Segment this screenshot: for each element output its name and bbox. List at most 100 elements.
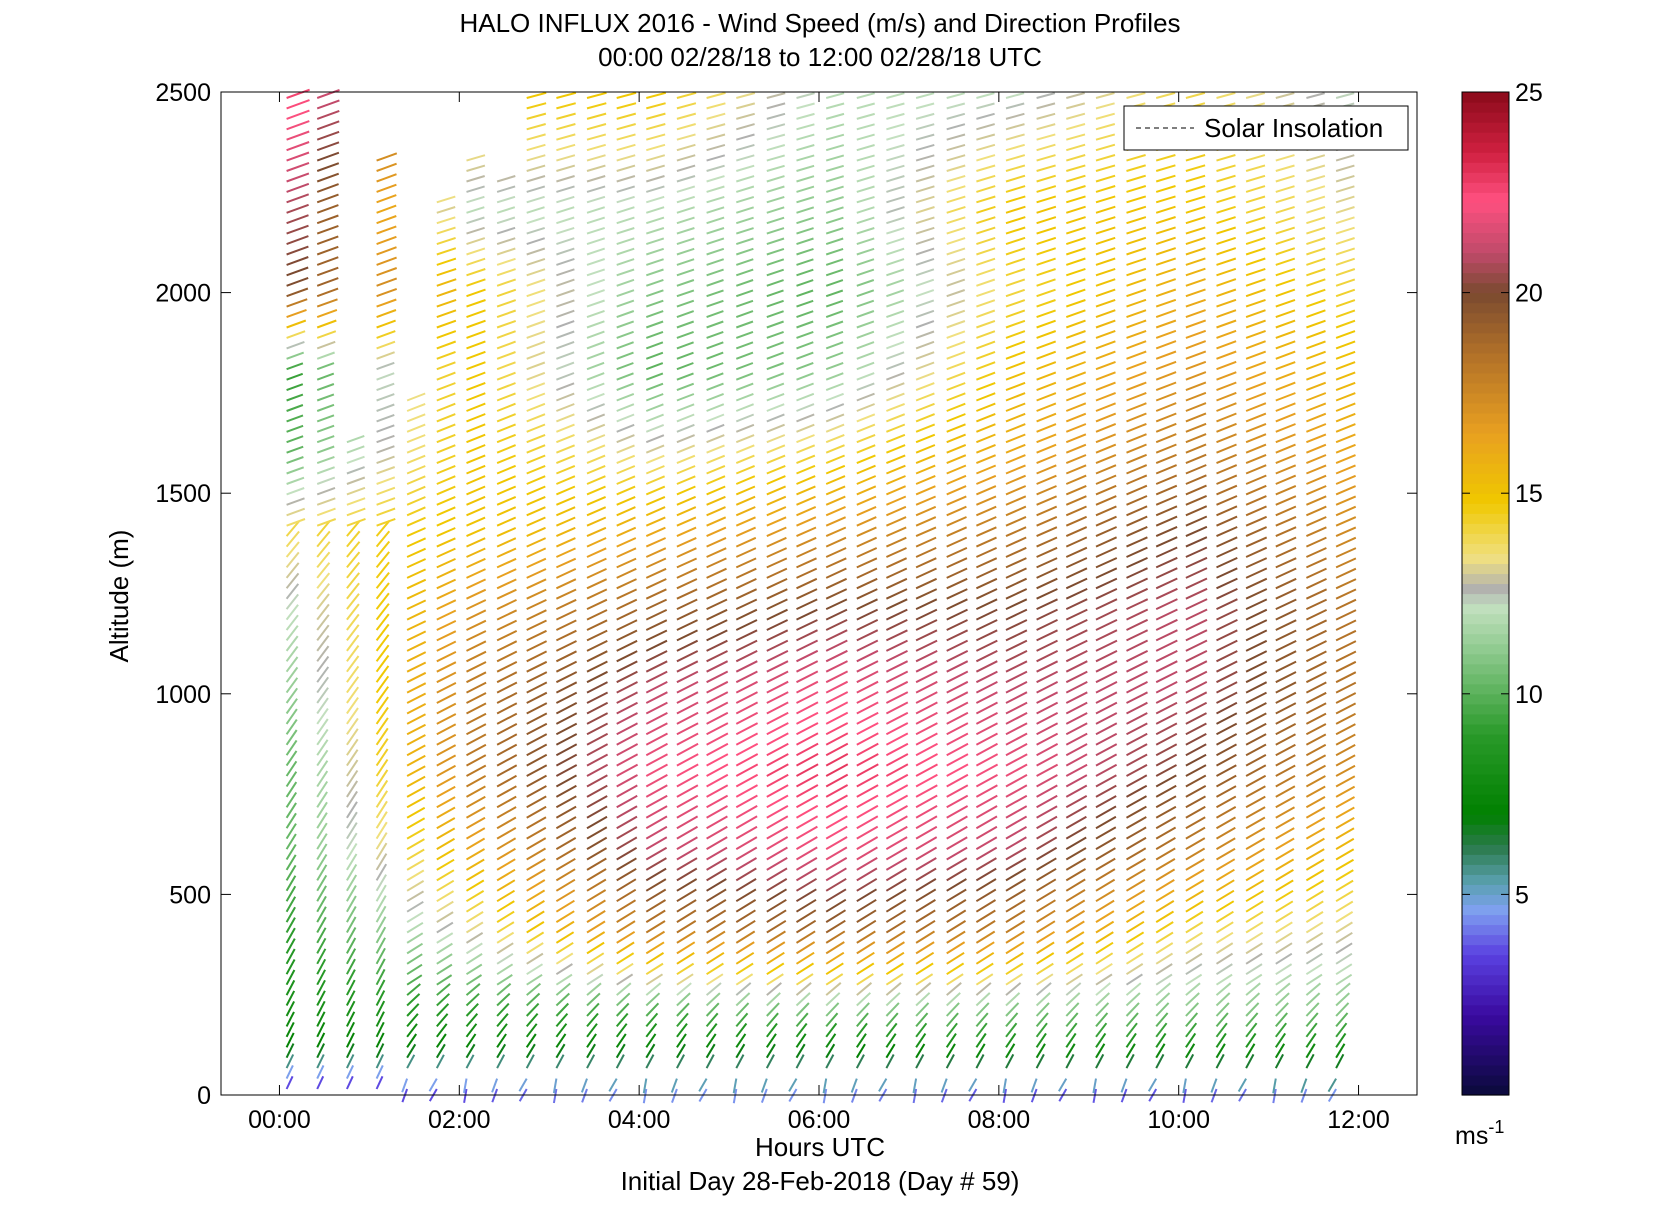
wind-arrow [586, 392, 605, 402]
wind-arrow [1095, 505, 1117, 517]
wind-arrow [796, 516, 817, 527]
wind-arrow [526, 847, 547, 861]
wind-arrow [1155, 1032, 1167, 1048]
wind-arrow [886, 340, 905, 350]
wind-arrow [466, 257, 486, 266]
wind-arrow [825, 341, 844, 350]
wind-arrow [526, 257, 546, 266]
wind-arrow [1092, 1088, 1097, 1103]
wind-arrow [316, 749, 329, 767]
wind-arrow [586, 475, 606, 485]
wind-arrow [1065, 226, 1086, 235]
wind-arrow [975, 794, 998, 809]
wind-arrow [616, 805, 638, 819]
wind-arrow [316, 833, 328, 850]
wind-arrow [1245, 1002, 1260, 1017]
wind-arrow [1275, 1012, 1288, 1028]
wind-arrow [706, 660, 729, 673]
wind-arrow [555, 526, 576, 538]
wind-arrow [496, 278, 517, 287]
wind-arrow [946, 237, 966, 246]
wind-arrow [555, 868, 576, 882]
wind-arrow [796, 382, 814, 392]
wind-arrow [645, 434, 665, 444]
wind-arrow [316, 603, 330, 621]
wind-arrow [1005, 392, 1026, 402]
wind-arrow [946, 495, 967, 506]
wind-arrow [1005, 92, 1025, 99]
wind-arrow [645, 952, 665, 965]
wind-arrow [766, 982, 782, 996]
wind-arrow [856, 351, 875, 360]
colorbar-swatch [1462, 443, 1509, 454]
wind-arrow [975, 577, 998, 590]
wind-arrow [796, 577, 818, 590]
wind-arrow [375, 706, 389, 725]
wind-arrow [286, 235, 309, 246]
wind-arrow [316, 916, 327, 933]
wind-arrow [976, 216, 996, 225]
wind-arrow [375, 1032, 385, 1048]
wind-arrow [670, 1078, 678, 1093]
wind-arrow [375, 1054, 385, 1069]
wind-arrow [406, 671, 427, 684]
wind-arrow [1005, 143, 1025, 152]
wind-arrow [346, 832, 358, 850]
wind-arrow [706, 962, 724, 976]
wind-arrow [915, 454, 936, 465]
wind-arrow [1335, 1043, 1346, 1059]
wind-arrow [1155, 826, 1177, 840]
wind-arrow [645, 763, 668, 777]
wind-arrow [1126, 712, 1148, 725]
wind-arrow [376, 319, 396, 329]
wind-arrow [556, 475, 576, 485]
wind-arrow [915, 919, 936, 934]
wind-arrow [1155, 992, 1171, 1007]
x-axis-ticks: 00:00 02:00 04:00 06:00 08:00 10:00 12:00 [248, 92, 1390, 1134]
wind-arrow [1185, 525, 1208, 538]
wind-arrow [706, 670, 729, 684]
wind-arrow [375, 821, 388, 840]
wind-arrow [766, 175, 785, 183]
wind-arrow [406, 817, 426, 830]
wind-arrow [375, 738, 389, 756]
wind-arrow [1185, 712, 1207, 725]
wind-arrow [645, 393, 664, 402]
wind-arrow [1095, 92, 1115, 99]
wind-arrow [795, 909, 817, 923]
wind-arrow [465, 932, 484, 944]
wind-arrow [1065, 941, 1085, 955]
wind-arrow [316, 969, 326, 986]
wind-arrow [1005, 763, 1028, 777]
colorbar-swatch [1462, 1034, 1509, 1046]
wind-arrow [645, 784, 668, 798]
wind-arrow [346, 593, 360, 610]
wind-arrow [1126, 185, 1147, 193]
wind-arrow [1275, 775, 1296, 788]
wind-arrow [1245, 921, 1264, 934]
wind-arrow [1305, 869, 1325, 882]
wind-arrow [496, 795, 517, 809]
wind-arrow [975, 608, 998, 621]
wind-arrow [406, 703, 427, 715]
wind-arrow [885, 753, 909, 767]
wind-arrow [1275, 205, 1295, 214]
wind-arrow [766, 413, 785, 423]
wind-arrow [316, 801, 328, 819]
wind-arrow [346, 624, 360, 642]
wind-arrow [885, 577, 908, 590]
wind-arrow [1305, 619, 1328, 631]
wind-arrow [555, 691, 578, 704]
wind-arrow [1215, 921, 1234, 934]
wind-arrow [1155, 660, 1178, 673]
wind-arrow [1216, 733, 1238, 746]
wind-arrow [796, 526, 817, 538]
wind-arrow [706, 495, 726, 506]
wind-arrow [766, 973, 784, 986]
wind-arrow [608, 1078, 618, 1092]
wind-arrow [825, 763, 849, 777]
wind-arrow [436, 911, 454, 923]
wind-arrow [526, 691, 548, 704]
wind-arrow [556, 91, 577, 99]
wind-arrow [615, 1023, 628, 1038]
